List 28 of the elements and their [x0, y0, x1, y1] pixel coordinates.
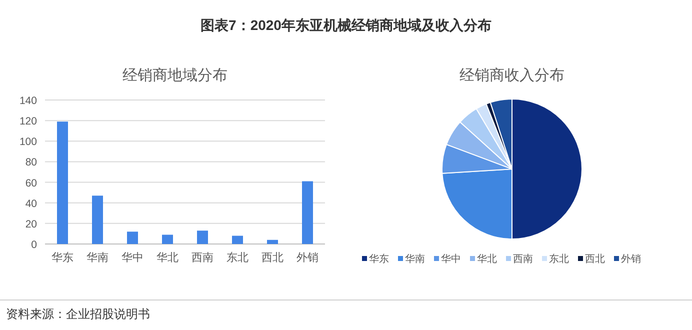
x-tick-label: 华南 [86, 251, 108, 264]
x-tick-label: 西南 [192, 251, 214, 264]
chart-title: 经销商地域分布 [122, 67, 228, 84]
x-tick-label: 华北 [156, 251, 178, 264]
x-tick-label: 外销 [296, 252, 318, 264]
bar [197, 230, 208, 244]
y-tick-label: 100 [19, 136, 38, 148]
bar [162, 234, 173, 244]
y-tick-label: 0 [31, 239, 38, 251]
y-tick-label: 140 [19, 95, 38, 107]
bar [267, 240, 278, 244]
x-tick-label: 东北 [226, 251, 248, 264]
x-tick-label: 西北 [262, 251, 284, 264]
y-tick-label: 120 [19, 116, 38, 128]
text: 资料来源：企业招股说明书 [6, 307, 150, 321]
x-tick-label: 华中 [122, 251, 144, 264]
chart-title: 经销商收入分布 [460, 67, 564, 84]
y-tick-label: 80 [25, 156, 38, 169]
y-tick-label: 40 [25, 198, 38, 210]
y-tick-label: 60 [25, 177, 38, 190]
bar [302, 181, 313, 244]
x-tick-label: 华东 [52, 251, 74, 264]
bar [127, 232, 138, 244]
bar [232, 236, 243, 244]
bar [92, 196, 103, 244]
y-tick-label: 20 [25, 218, 38, 230]
text: 图表7：2020年东亚机械经销商地域及收入分布 [200, 17, 492, 33]
bar [57, 122, 68, 244]
